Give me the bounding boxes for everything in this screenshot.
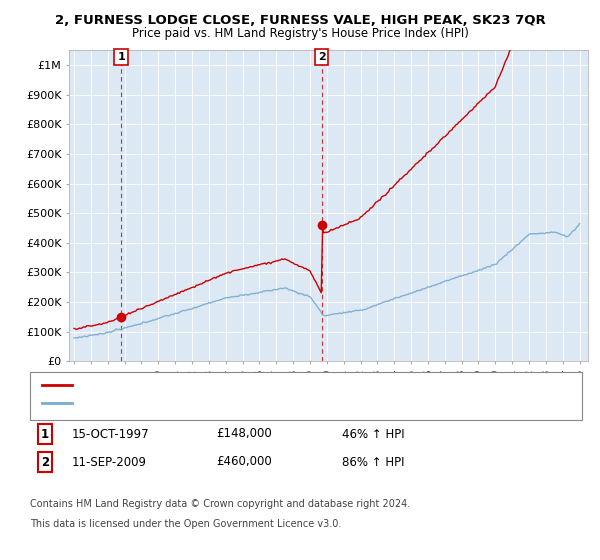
Text: 2, FURNESS LODGE CLOSE, FURNESS VALE, HIGH PEAK, SK23 7QR (detached house): 2, FURNESS LODGE CLOSE, FURNESS VALE, HI… [81,380,520,390]
Text: £148,000: £148,000 [216,427,272,441]
Text: 1: 1 [41,427,49,441]
Text: 15-OCT-1997: 15-OCT-1997 [72,427,149,441]
Text: HPI: Average price, detached house, High Peak: HPI: Average price, detached house, High… [81,398,326,408]
Text: 1: 1 [117,52,125,62]
Text: 2, FURNESS LODGE CLOSE, FURNESS VALE, HIGH PEAK, SK23 7QR: 2, FURNESS LODGE CLOSE, FURNESS VALE, HI… [55,14,545,27]
Text: 2: 2 [41,455,49,469]
Text: 86% ↑ HPI: 86% ↑ HPI [342,455,404,469]
Text: 46% ↑ HPI: 46% ↑ HPI [342,427,404,441]
Text: Contains HM Land Registry data © Crown copyright and database right 2024.: Contains HM Land Registry data © Crown c… [30,499,410,509]
Text: 2: 2 [318,52,326,62]
Text: 11-SEP-2009: 11-SEP-2009 [72,455,147,469]
Text: £460,000: £460,000 [216,455,272,469]
Text: Price paid vs. HM Land Registry's House Price Index (HPI): Price paid vs. HM Land Registry's House … [131,27,469,40]
Text: This data is licensed under the Open Government Licence v3.0.: This data is licensed under the Open Gov… [30,519,341,529]
